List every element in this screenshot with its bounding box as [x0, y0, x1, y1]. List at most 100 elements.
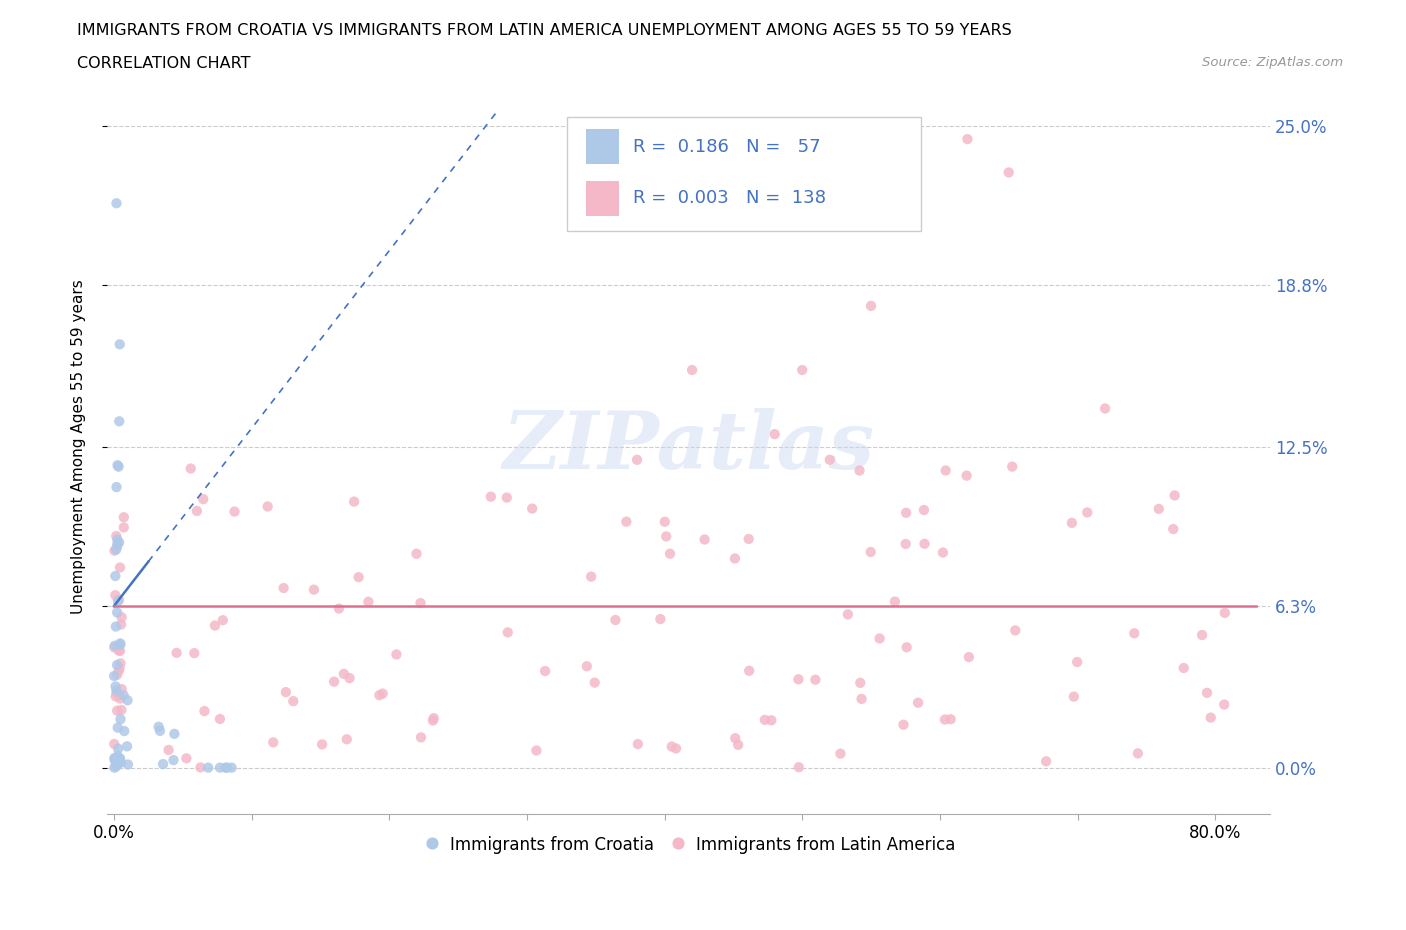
Point: [104, 619, 127, 634]
Point: [955, 468, 977, 483]
Point: [912, 502, 935, 517]
Point: [654, 514, 676, 529]
Point: [103, 543, 125, 558]
Point: [283, 694, 305, 709]
Point: [661, 739, 683, 754]
Point: [957, 650, 980, 665]
Point: [520, 501, 543, 516]
Bar: [586, 180, 619, 216]
Point: [423, 711, 446, 725]
Point: [221, 760, 243, 775]
Point: [1163, 488, 1185, 503]
Point: [894, 505, 917, 520]
Point: [103, 669, 125, 684]
Point: [724, 551, 747, 565]
Point: [627, 737, 650, 751]
Y-axis label: Unemployment Among Ages 55 to 59 years: Unemployment Among Ages 55 to 59 years: [72, 280, 86, 615]
Point: [108, 660, 131, 675]
Point: [368, 688, 391, 703]
Point: [204, 618, 226, 633]
Point: [479, 489, 502, 504]
Legend: Immigrants from Croatia, Immigrants from Latin America: Immigrants from Croatia, Immigrants from…: [415, 829, 962, 860]
Point: [371, 686, 394, 701]
Point: [108, 753, 131, 768]
Point: [655, 529, 678, 544]
Point: [409, 730, 432, 745]
Point: [186, 503, 208, 518]
Point: [105, 605, 128, 620]
Point: [105, 668, 128, 683]
Point: [1094, 401, 1116, 416]
Point: [110, 711, 132, 726]
Point: [1147, 501, 1170, 516]
Point: [112, 520, 135, 535]
Point: [112, 688, 135, 703]
Point: [105, 532, 128, 547]
Point: [104, 638, 127, 653]
Text: R =  0.003   N =  138: R = 0.003 N = 138: [633, 189, 825, 207]
Text: CORRELATION CHART: CORRELATION CHART: [77, 56, 250, 71]
Point: [526, 743, 548, 758]
Point: [738, 663, 761, 678]
Point: [214, 760, 236, 775]
Point: [107, 459, 129, 474]
Point: [1195, 685, 1218, 700]
Point: [111, 682, 134, 697]
Point: [183, 645, 205, 660]
Point: [1066, 655, 1088, 670]
Point: [105, 480, 128, 495]
Point: [997, 165, 1019, 179]
Point: [105, 542, 128, 557]
Point: [830, 746, 852, 761]
Point: [103, 751, 125, 765]
Point: [818, 452, 841, 467]
Point: [409, 595, 432, 610]
Point: [105, 528, 128, 543]
Point: [105, 539, 128, 554]
Point: [105, 684, 128, 698]
Point: [1123, 626, 1146, 641]
Point: [754, 712, 776, 727]
Point: [1001, 459, 1024, 474]
Point: [104, 679, 127, 694]
Point: [934, 712, 956, 727]
Point: [347, 570, 370, 585]
Point: [256, 499, 278, 514]
Point: [110, 618, 132, 632]
Point: [108, 560, 131, 575]
Point: [333, 667, 356, 682]
Point: [939, 711, 962, 726]
Point: [104, 568, 127, 583]
Point: [104, 759, 127, 774]
Point: [117, 693, 139, 708]
Point: [914, 537, 936, 551]
Point: [149, 724, 172, 738]
Point: [105, 685, 128, 700]
Bar: [586, 129, 619, 165]
Point: [107, 758, 129, 773]
Point: [105, 703, 128, 718]
Point: [1199, 711, 1222, 725]
Point: [152, 757, 174, 772]
Point: [935, 463, 957, 478]
Point: [1191, 628, 1213, 643]
Point: [357, 594, 380, 609]
Point: [659, 546, 682, 561]
Point: [1161, 522, 1184, 537]
Point: [343, 494, 366, 509]
Point: [274, 684, 297, 699]
Point: [328, 601, 350, 616]
Point: [208, 760, 231, 775]
Point: [108, 691, 131, 706]
Point: [105, 196, 128, 211]
Point: [103, 760, 125, 775]
Point: [110, 610, 132, 625]
Point: [849, 675, 872, 690]
Point: [869, 631, 891, 646]
Point: [110, 755, 132, 770]
Point: [108, 663, 131, 678]
Point: [626, 452, 648, 467]
Point: [932, 545, 955, 560]
Point: [956, 132, 979, 147]
Point: [105, 754, 128, 769]
